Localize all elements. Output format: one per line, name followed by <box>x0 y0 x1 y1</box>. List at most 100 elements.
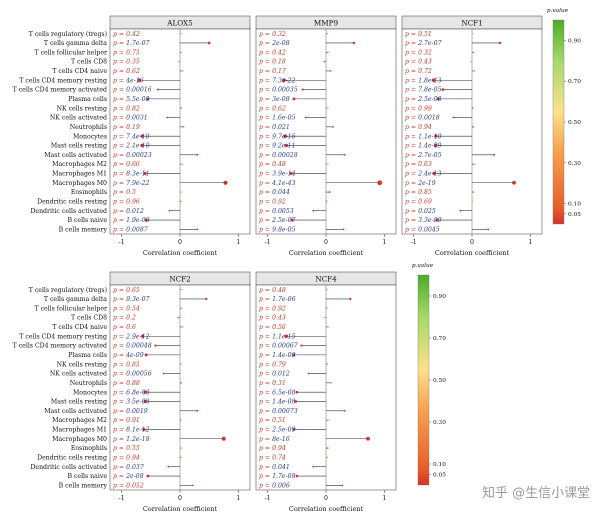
p-value-label: p = 0.62 <box>113 68 140 75</box>
p-value-label: p = 0.51 <box>259 417 286 424</box>
lollipop-dot <box>498 41 502 45</box>
p-value-label: p = 3.5e-08 <box>113 399 150 406</box>
p-value-label: p = 0.00023 <box>113 152 152 159</box>
lollipop-dot <box>472 125 475 128</box>
cell-type-label: Dendritic cells resting <box>37 454 107 461</box>
p-value-label: p = 2.7e-05 <box>405 152 442 159</box>
cell-type-label: T cells regulatory (tregs) <box>29 31 107 38</box>
lollipop-row: p = 0.96 <box>113 198 182 205</box>
cell-type-label: Mast cells resting <box>51 399 107 406</box>
cell-type-label: Plasma cells <box>68 96 107 103</box>
x-tick-label: 1 <box>236 239 240 246</box>
lollipop-dot <box>325 200 328 203</box>
lollipop-dot <box>292 97 296 101</box>
cell-type-label: Macrophages M0 <box>52 436 107 443</box>
p-value-label: p = 0.00028 <box>259 152 298 159</box>
p-value-label: p = 0.35 <box>113 59 140 66</box>
lollipop-row: p = 0.006 <box>259 482 344 489</box>
lollipop-dot <box>289 171 293 175</box>
x-tick-label: -1 <box>119 239 125 246</box>
panel-title: ALOX5 <box>166 18 193 27</box>
lollipop-row: p = 2.9e-12 <box>113 333 180 340</box>
lollipop-dot <box>471 200 474 203</box>
lollipop-dot <box>295 474 299 478</box>
p-value-label: p = 1.1e-15 <box>259 333 296 340</box>
lollipop-row: p = 0.5 <box>113 189 183 196</box>
lollipop-row: p = 0.00048 <box>113 343 180 350</box>
p-value-label: p = 3e-08 <box>259 96 290 103</box>
lollipop-dot <box>182 125 185 128</box>
x-tick-label: -1 <box>119 495 125 502</box>
lollipop-dot <box>182 326 184 328</box>
lollipop-row: p = 2e-08 <box>113 473 180 480</box>
lollipop-row: p = 2e-08 <box>259 40 356 47</box>
p-value-label: p = 0.65 <box>113 287 140 294</box>
p-value-label: p = 0.63 <box>405 161 432 168</box>
p-value-label: p = 0.037 <box>113 464 144 471</box>
lollipop-row: p = 2.5e-08 <box>405 96 472 103</box>
p-value-label: p = 0.99 <box>405 105 432 112</box>
lollipop-dot <box>473 70 476 72</box>
lollipop-row: p = 6.5e-08 <box>259 389 326 396</box>
p-value-label: p = 2.7e-07 <box>405 40 442 47</box>
lollipop-row: p = 0.044 <box>259 189 331 196</box>
legend-title: p.value <box>412 263 434 269</box>
lollipop-row: p = 0.94 <box>259 445 329 452</box>
lollipop-row: p = 7.4e-10 <box>113 133 180 140</box>
p-value-label: p = 2.5e-09 <box>259 427 296 434</box>
x-tick-label: 0 <box>178 495 182 502</box>
cell-type-label: B cells naive <box>67 473 107 480</box>
lollipop-dot <box>221 436 226 441</box>
lollipop-row: p = 0.48 <box>259 161 330 168</box>
lollipop-dot <box>472 191 475 193</box>
p-value-label: p = 0.18 <box>259 59 286 66</box>
p-value-label: p = 0.5 <box>113 189 136 196</box>
lollipop-row: p = 0.69 <box>405 198 474 205</box>
lollipop-row: p = 9.3e-07 <box>113 296 208 303</box>
p-value-label: p = 0.85 <box>405 189 432 196</box>
cell-type-label: Dendritic cells activated <box>30 208 107 215</box>
cell-type-label: T cells gamma delta <box>44 40 107 47</box>
lollipop-dot <box>283 134 287 138</box>
lollipop-dot <box>332 125 334 128</box>
p-value-label: p = 0.54 <box>113 305 140 312</box>
lollipop-dot <box>301 88 304 91</box>
panel-title: MMP9 <box>314 18 339 27</box>
p-value-label: p = 0.42 <box>113 31 140 38</box>
lollipop-dot <box>328 419 331 422</box>
lollipop-row: p = 3.3e-09 <box>405 217 472 224</box>
p-value-label: p = 0.62 <box>259 105 286 112</box>
lollipop-row: p = 0.56 <box>259 324 330 331</box>
cell-type-label: Macrophages M0 <box>52 180 107 187</box>
lollipop-dot <box>196 153 199 156</box>
p-value-label: p = 0.0018 <box>405 115 440 122</box>
lollipop-row: p = 0.65 <box>113 287 183 294</box>
lollipop-row: p = 0.79 <box>259 361 329 368</box>
lollipop-dot <box>205 297 208 301</box>
lollipop-dot <box>167 465 170 468</box>
p-value-label: p = 0.48 <box>259 161 286 168</box>
p-value-label: p = 9.3e-07 <box>113 296 150 303</box>
lollipop-dot <box>326 32 329 35</box>
lollipop-row: p = 3.5e-08 <box>113 399 180 406</box>
p-value-label: p = 0.00056 <box>113 371 152 378</box>
pvalue-legend: p.value 0.90 0.70 0.50 0.30 0.10 0.05 <box>412 263 446 486</box>
chart-layer: ALOX5 T cells regulatory (tregs) T cells g… <box>13 8 582 513</box>
lollipop-dot <box>140 134 144 138</box>
lollipop-dot <box>162 372 165 375</box>
p-value-label: p = 2e-08 <box>113 473 144 480</box>
lollipop-row: p = 0.00073 <box>259 408 346 415</box>
lollipop-row: p = 0.00016 <box>113 87 180 94</box>
lollipop-row: p = 0.00028 <box>259 152 346 159</box>
lollipop-row: p = 0.00056 <box>113 371 180 378</box>
lollipop-dot <box>284 334 289 339</box>
lollipop-row: p = 2.5e-09 <box>259 427 326 434</box>
cell-type-label: T cells CD4 naive <box>52 68 107 75</box>
p-value-label: p = 3.9e-14 <box>259 171 296 178</box>
p-value-label: p = 0.94 <box>113 454 140 461</box>
p-value-label: p = 0.0087 <box>113 226 148 233</box>
lollipop-dot <box>325 307 328 310</box>
cell-type-label: Eosinophils <box>71 189 107 196</box>
lollipop-row: p = 0.041 <box>259 464 326 471</box>
legend-tick-label: 0.30 <box>568 161 581 167</box>
